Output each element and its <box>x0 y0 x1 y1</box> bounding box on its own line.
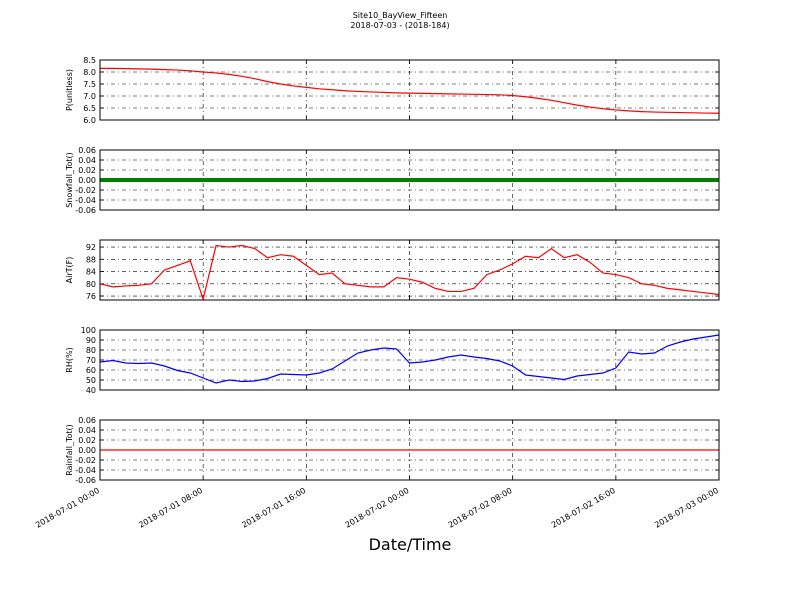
y-tick-label: -0.06 <box>75 476 96 485</box>
y-tick-label: 7.0 <box>83 92 96 101</box>
y-tick-label: 80 <box>86 346 96 355</box>
y-tick-label: 100 <box>81 326 96 335</box>
y-tick-label: 40 <box>86 386 96 395</box>
y-axis-label: RH(%) <box>65 347 74 372</box>
data-line <box>100 67 720 114</box>
y-tick-label: -0.04 <box>75 466 96 475</box>
y-tick-label: -0.06 <box>75 206 96 215</box>
data-line <box>99 244 720 302</box>
y-tick-label: 0.02 <box>78 166 96 175</box>
y-tick-label: 8.5 <box>83 56 96 65</box>
y-tick-label: 0.06 <box>78 146 96 155</box>
y-tick-label: 0.02 <box>78 436 96 445</box>
plot-frame <box>99 59 720 121</box>
y-axis-label: Snowfall_Tot() <box>65 152 74 208</box>
y-tick-label: -0.02 <box>75 456 96 465</box>
y-tick-label: 70 <box>86 356 96 365</box>
y-tick-label: 88 <box>86 255 96 264</box>
y-tick-label: 6.5 <box>83 104 96 113</box>
x-axis-label: Date/Time <box>369 535 452 554</box>
chart-title: Site10_BayView_Fifteen <box>353 11 448 20</box>
y-axis-label: P(unitless) <box>65 69 74 111</box>
y-tick-label: 84 <box>86 268 96 277</box>
y-tick-label: 50 <box>86 376 96 385</box>
y-tick-label: -0.02 <box>75 186 96 195</box>
y-tick-label: 0.06 <box>78 416 96 425</box>
data-line <box>99 334 720 384</box>
y-tick-label: 8.0 <box>83 68 96 77</box>
plot-frame <box>99 149 720 211</box>
y-axis-label: Rainfall_Tot() <box>65 424 74 476</box>
y-tick-label: 6.0 <box>83 116 96 125</box>
y-axis-label: AirT(F) <box>65 257 74 284</box>
y-tick-label: 92 <box>86 243 96 252</box>
y-tick-label: 0.04 <box>78 156 96 165</box>
y-tick-label: 90 <box>86 336 96 345</box>
plot-frame <box>99 239 720 301</box>
y-tick-label: 7.5 <box>83 80 96 89</box>
y-tick-label: -0.04 <box>75 196 96 205</box>
y-tick-label: 0.00 <box>78 446 96 455</box>
plot-frame <box>99 419 720 481</box>
plot-frame <box>99 329 720 391</box>
y-tick-label: 60 <box>86 366 96 375</box>
y-tick-label: 80 <box>86 280 96 289</box>
chart-subtitle: 2018-07-03 - (2018-184) <box>350 21 449 30</box>
y-tick-label: 76 <box>86 292 96 301</box>
y-tick-label: 0.00 <box>78 176 96 185</box>
y-tick-label: 0.04 <box>78 426 96 435</box>
